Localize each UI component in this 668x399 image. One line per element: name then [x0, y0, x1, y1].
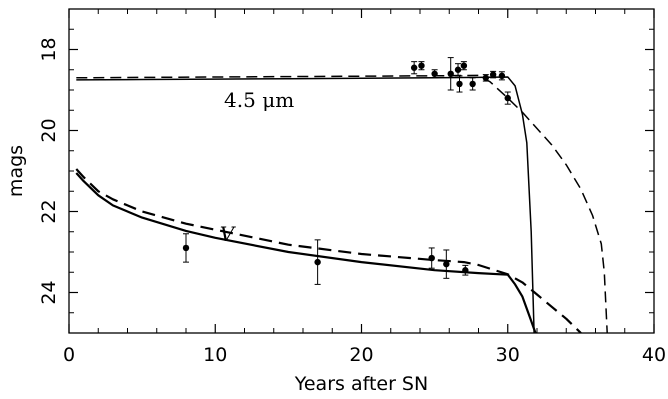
x-axis-title: Years after SN [294, 373, 428, 395]
v-solid-curve [75, 172, 537, 333]
curve-labels: 4.5 μm V [220, 88, 294, 246]
data-point [489, 70, 497, 79]
data-point [469, 77, 476, 91]
ir-dashed-curve [76, 74, 608, 333]
point-marker [504, 94, 511, 102]
y-axis-title: mags [5, 145, 27, 197]
y-tick-label: 20 [38, 118, 60, 142]
v-band-label: V [220, 222, 237, 246]
data-point [428, 247, 435, 269]
y-tick-label: 22 [38, 199, 60, 223]
data-point [443, 249, 450, 279]
point-marker [443, 260, 450, 268]
data-point [482, 74, 490, 82]
x-tick-label: 40 [642, 344, 666, 366]
axis-tick-labels: 0 10 20 30 40 18 20 22 24 [38, 37, 666, 366]
point-marker [456, 80, 463, 88]
point-marker [314, 258, 321, 266]
data-point [456, 75, 463, 93]
point-marker [489, 71, 497, 78]
point-marker [462, 267, 469, 274]
x-tick-label: 10 [203, 344, 227, 366]
data-point [418, 61, 425, 71]
x-tick-label: 30 [496, 344, 520, 366]
point-marker [418, 62, 425, 69]
point-marker [498, 72, 506, 80]
data-point [462, 264, 469, 276]
x-tick-label: 0 [63, 344, 75, 366]
data-point [504, 91, 511, 105]
x-tick-label: 20 [349, 344, 373, 366]
point-marker [428, 254, 435, 262]
plot-frame [68, 8, 655, 334]
point-marker [431, 70, 438, 78]
data-point [454, 63, 462, 77]
axis-ticks [68, 8, 655, 334]
data-point [447, 57, 454, 91]
point-marker [182, 244, 190, 252]
point-marker [454, 66, 462, 73]
data-point [498, 71, 506, 81]
point-marker [447, 70, 454, 78]
point-marker [482, 74, 490, 82]
ir-solid-curve [76, 76, 535, 333]
data-point [314, 239, 321, 285]
y-tick-label: 18 [38, 37, 60, 61]
point-marker [410, 64, 418, 71]
data-point [460, 61, 468, 71]
observed-points [182, 57, 511, 285]
point-marker [469, 80, 476, 88]
data-point [410, 61, 418, 75]
point-marker [460, 62, 468, 69]
y-tick-label: 24 [38, 280, 60, 304]
data-point [182, 233, 190, 263]
ir-band-label: 4.5 μm [224, 88, 294, 112]
model-curves [75, 74, 608, 333]
v-dashed-curve [75, 168, 582, 333]
data-point [431, 69, 438, 79]
